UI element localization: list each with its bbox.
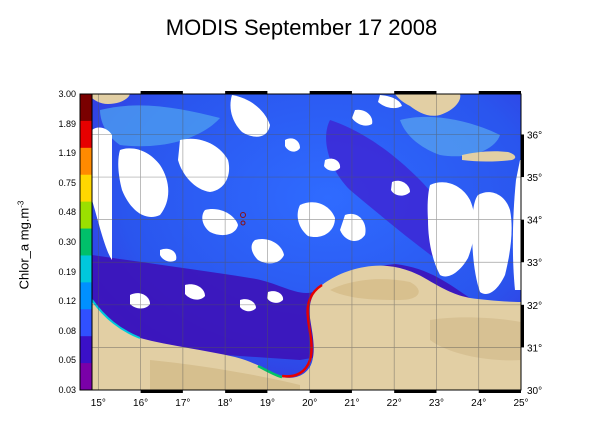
colorbar-tick-label: 1.19 (58, 148, 76, 159)
colorbar-segment (80, 336, 92, 364)
frame-bar-right (521, 304, 524, 348)
latitude-label: 34° (527, 216, 542, 227)
longitude-labels: 15° 16° 17° 18° 19° 20° 21° 22° 23° 24° 25° (91, 398, 529, 409)
latitude-label: 36° (527, 130, 542, 141)
greece-land (395, 94, 461, 116)
colorbar-tick-label: 0.75 (58, 177, 76, 188)
colorbar-tick-label: 0.30 (58, 237, 76, 247)
colorbar-segment (80, 363, 92, 391)
longitude-label: 24° (471, 398, 486, 409)
frame-bar-top (140, 91, 183, 94)
colorbar-segment (80, 201, 92, 230)
frame-bar-top (309, 91, 352, 94)
colorbar-segment (80, 282, 92, 310)
longitude-label: 17° (175, 398, 190, 409)
latitude-labels: 36° 35° 34° 33° 32° 31° 30° (527, 130, 542, 397)
coastal-cyan-band-west (92, 299, 141, 339)
longitude-label: 18° (218, 398, 233, 409)
colorbar-segment (80, 309, 92, 337)
colorbar-tick-label: 0.05 (58, 355, 76, 366)
colorbar-segment (80, 120, 92, 149)
map-area (92, 94, 521, 390)
frame-bar-top (478, 91, 521, 94)
colorbar-tick-label: 0.03 (58, 385, 76, 395)
longitude-label: 25° (513, 398, 528, 409)
longitude-label: 21° (344, 398, 359, 409)
frame-bar-bottom (309, 390, 352, 393)
map-frame-ticks (140, 91, 524, 393)
colorbar-segment (80, 94, 92, 122)
coastal-green-band (257, 364, 283, 379)
colorbar-tick-label: 0.08 (58, 325, 76, 336)
chart-title: MODIS September 17 2008 (165, 15, 438, 40)
frame-bar-bottom (394, 390, 437, 393)
light-blue-patch-east (400, 116, 500, 157)
crete-land (462, 151, 516, 162)
longitude-label: 19° (260, 398, 275, 409)
station-marker (240, 212, 246, 218)
colorbar-tick-label: 3.00 (58, 89, 76, 99)
colorbar (79, 93, 95, 391)
sicily-land (92, 94, 130, 104)
latitude-label: 30° (527, 386, 542, 397)
lat-lon-grid (92, 94, 521, 390)
latitude-label: 35° (527, 173, 542, 184)
longitude-label: 15° (91, 398, 106, 409)
colorbar-tick-label: 0.12 (58, 296, 76, 307)
colorbar-segment (80, 255, 92, 283)
longitude-label: 20° (302, 398, 317, 409)
latitude-label: 31° (527, 343, 542, 354)
cloud-mask (92, 95, 521, 312)
frame-bar-top (394, 91, 437, 94)
frame-bar-right (521, 219, 524, 263)
longitude-label: 22° (387, 398, 402, 409)
colorbar-tick-label: 0.19 (58, 266, 76, 277)
frame-bar-right (521, 134, 524, 178)
colorbar-segment (80, 174, 92, 203)
latitude-label: 33° (527, 258, 542, 269)
frame-bar-bottom (225, 390, 268, 393)
colorbar-segment (80, 228, 92, 256)
station-marker-lower (240, 220, 246, 226)
colorbar-tick-label: 0.48 (58, 207, 76, 218)
frame-bar-top (225, 91, 268, 94)
colorbar-tick-label: 1.89 (58, 118, 76, 129)
latitude-label: 32° (527, 301, 542, 312)
terrain-east (430, 317, 521, 361)
colorbar-segment (80, 147, 92, 176)
light-blue-patch-north (100, 105, 220, 147)
longitude-label: 23° (429, 398, 444, 409)
frame-bar-bottom (478, 390, 521, 393)
frame-bar-bottom (140, 390, 183, 393)
longitude-label: 16° (133, 398, 148, 409)
coastal-high-chlorophyll-band (281, 283, 323, 378)
